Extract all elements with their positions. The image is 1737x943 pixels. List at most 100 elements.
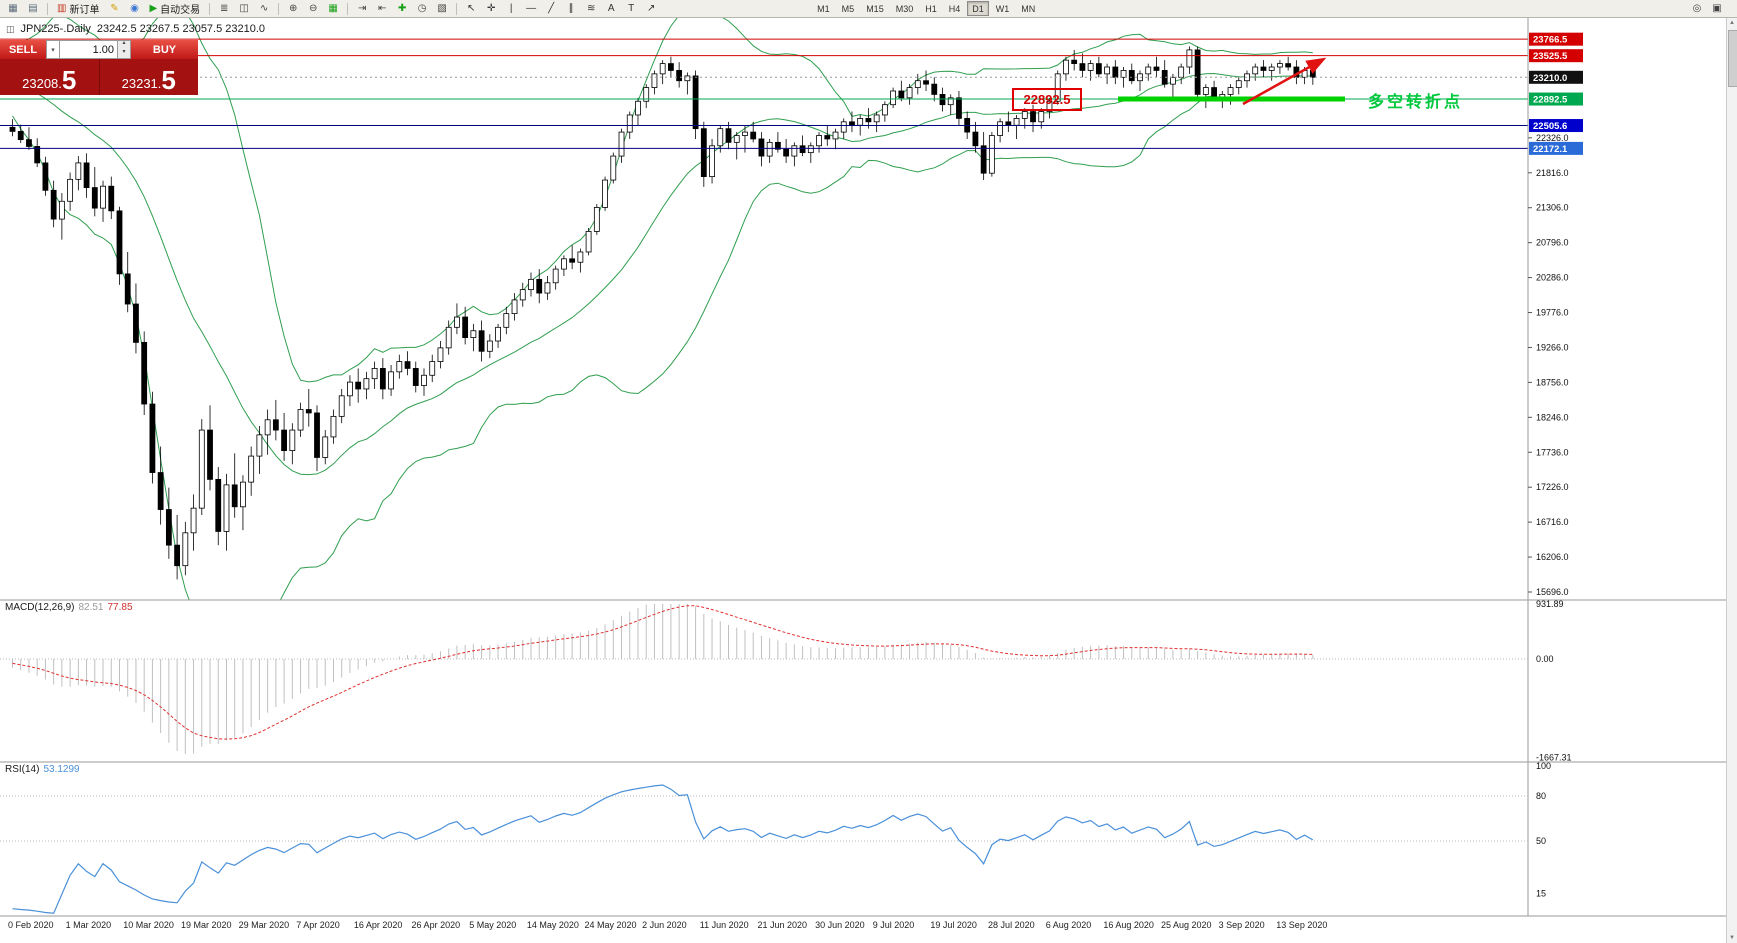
new-order-button[interactable]: ▥ 新订单 — [52, 1, 104, 16]
date-label: 3 Sep 2020 — [1219, 920, 1265, 930]
toolbar-separator — [347, 2, 349, 15]
arrows-icon-glyph: ↗ — [646, 3, 656, 14]
volume-dropdown-icon[interactable]: ▾ — [46, 40, 60, 59]
trend-arrow[interactable] — [1242, 57, 1327, 106]
price-tag — [1529, 70, 1583, 84]
vertical-line-icon-glyph: | — [509, 3, 513, 14]
vertical-line-icon[interactable]: | — [502, 1, 520, 16]
search-icon[interactable]: ◎ — [1692, 3, 1702, 14]
price-tick-label: 19776.0 — [1536, 308, 1569, 318]
crosshair-icon[interactable]: ✛ — [482, 1, 500, 16]
volume-input[interactable]: 1.00 — [60, 40, 118, 59]
scrollbar-thumb[interactable] — [1728, 30, 1737, 87]
macd-axis-label: 931.89 — [1536, 599, 1564, 609]
sell-price[interactable]: 23208. 5 — [0, 59, 100, 95]
zoom-out-icon[interactable]: ⊖ — [304, 1, 322, 16]
volume-down-icon[interactable]: ▾ — [122, 48, 126, 55]
new-chart-icon-glyph: ▦ — [8, 3, 18, 14]
templates-icon-glyph: ▧ — [437, 3, 447, 14]
price-tick-label: 20796.0 — [1536, 238, 1569, 248]
buy-button[interactable]: BUY — [131, 40, 198, 59]
macd-signal-line — [12, 605, 1313, 740]
timeframe-h4[interactable]: H4 — [948, 3, 961, 14]
cursor-icon[interactable]: ↖ — [462, 1, 480, 16]
price-tag-label: 23525.5 — [1533, 51, 1568, 62]
buy-price[interactable]: 23231. 5 — [121, 65, 176, 95]
horizontal-line-icon[interactable]: — — [522, 1, 540, 16]
main-chart-area[interactable] — [0, 18, 1528, 670]
date-label: 25 Aug 2020 — [1161, 920, 1212, 930]
text-icon[interactable]: A — [602, 1, 620, 16]
turning-point-label[interactable]: 多空转折点 — [1368, 94, 1464, 111]
toolbar-right-icons: ◎ ▣ — [1687, 1, 1727, 16]
indicators-icon[interactable]: ✚ — [393, 1, 411, 16]
zoom-in-icon[interactable]: ⊕ — [284, 1, 302, 16]
chart-canvas[interactable]: 22326.0 21816.0 21306.0 20796.0 20286.0 19776… — [0, 18, 1737, 943]
date-label: 16 Apr 2020 — [354, 920, 403, 930]
tile-windows-icon[interactable]: ▦ — [324, 1, 342, 16]
price-tag — [1529, 49, 1583, 63]
date-label: 19 Mar 2020 — [181, 920, 232, 930]
new-chart-icon[interactable]: ▦ — [4, 1, 22, 16]
one-click-trading-panel: SELL ▾ 1.00 ▴ ▾ BUY 23208. 5 23231. 5 — [0, 40, 198, 95]
arrows-icon[interactable]: ↗ — [642, 1, 660, 16]
volume-stepper[interactable]: ▴ ▾ — [118, 40, 131, 59]
price-axis[interactable] — [1528, 18, 1737, 916]
timeframe-m5[interactable]: M5 — [841, 3, 855, 14]
time-axis[interactable] — [0, 916, 1737, 943]
line-chart-icon[interactable]: ∿ — [255, 1, 273, 16]
layout-icon[interactable]: ▣ — [1712, 3, 1722, 14]
bar-chart-icon[interactable]: ≣ — [215, 1, 233, 16]
price-tick-label: 16206.0 — [1536, 552, 1569, 562]
channel-icon[interactable]: ∥ — [562, 1, 580, 16]
text-label-icon[interactable]: T — [622, 1, 640, 16]
timeframe-h1[interactable]: H1 — [925, 3, 937, 14]
tile-windows-icon-glyph: ▦ — [328, 3, 338, 14]
fibonacci-icon[interactable]: ≋ — [582, 1, 600, 16]
new-order-glyph: ▥ — [57, 3, 67, 14]
chart-shift-icon[interactable]: ⇤ — [373, 1, 391, 16]
toolbar: ▦ ▤ ▥ 新订单 ✎ ◉ ▶ 自动交易 ≣ ◫ ∿ ⊕ ⊖ ▦ ⇥ ⇤ ✚ ◷ ▧ ↖ ✛ | — ╱ ∥ ≋ A T ↗ M1 M5 M1… — [0, 0, 1737, 18]
date-label: 2 Jun 2020 — [642, 920, 687, 930]
scroll-up-icon[interactable]: ▲ — [1729, 20, 1735, 26]
vertical-scrollbar[interactable]: ▲ ▼ — [1726, 18, 1737, 943]
timeframe-m15[interactable]: M15 — [866, 3, 884, 14]
price-tick-label: 19266.0 — [1536, 342, 1569, 352]
volume-up-icon[interactable]: ▴ — [122, 40, 126, 46]
price-tick-label: 15696.0 — [1536, 587, 1569, 597]
price-tick-label: 18246.0 — [1536, 412, 1569, 422]
bb-lower — [12, 95, 1313, 600]
periods-icon[interactable]: ◷ — [413, 1, 431, 16]
line-chart-icon-glyph: ∿ — [259, 3, 269, 14]
timeframe-bar: M1 M5 M15 M30 H1 H4 D1 W1 MN — [811, 1, 1041, 16]
price-tick-label: 16716.0 — [1536, 517, 1569, 527]
profiles-icon[interactable]: ▤ — [24, 1, 42, 16]
new-order-button-label: 新订单 — [69, 5, 100, 16]
timeframe-m30[interactable]: M30 — [895, 3, 914, 14]
symbol-info: ◫ JPN225-.Daily 23242.5 23267.5 23057.5 … — [6, 23, 265, 35]
timeframe-d1[interactable]: D1 — [967, 1, 989, 16]
rsi-panel[interactable]: 100 80 50 15 — [0, 761, 1551, 914]
rsi-line — [12, 784, 1314, 914]
price-tick-label: 17736.0 — [1536, 447, 1569, 457]
price-tick-label: 17226.0 — [1536, 482, 1569, 492]
bb-upper — [12, 18, 1313, 383]
trendline-icon[interactable]: ╱ — [542, 1, 560, 16]
metaeditor-icon[interactable]: ✎ — [105, 1, 123, 16]
zoom-out-icon-glyph: ⊖ — [308, 3, 318, 14]
templates-icon[interactable]: ▧ — [433, 1, 451, 16]
auto-trading-button[interactable]: ▶ 自动交易 — [144, 1, 205, 16]
candlestick-chart-icon[interactable]: ◫ — [235, 1, 253, 16]
price-annotation-box[interactable]: 22892.5 — [1012, 88, 1082, 111]
date-label: 10 Mar 2020 — [123, 920, 174, 930]
timeframe-mn[interactable]: MN — [1021, 3, 1036, 14]
sell-button[interactable]: SELL — [0, 40, 46, 59]
macd-panel[interactable]: 931.89 0.00 -1667.31 — [0, 599, 1572, 762]
timeframe-w1[interactable]: W1 — [995, 3, 1010, 14]
cursor-icon-glyph: ↖ — [466, 3, 476, 14]
timeframe-m1[interactable]: M1 — [817, 3, 830, 14]
auto-scroll-icon[interactable]: ⇥ — [353, 1, 371, 16]
community-icon[interactable]: ◉ — [125, 1, 143, 16]
date-label: 21 Jun 2020 — [757, 920, 807, 930]
scroll-down-icon[interactable]: ▼ — [1729, 935, 1735, 941]
